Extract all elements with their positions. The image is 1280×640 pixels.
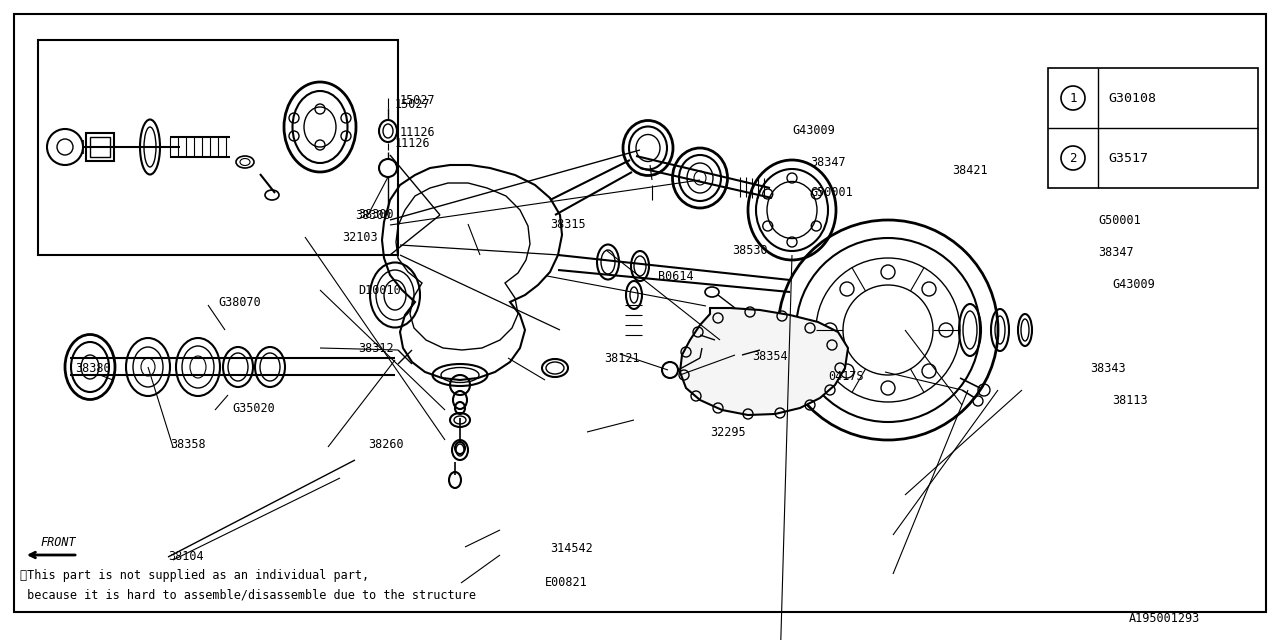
Text: ※This part is not supplied as an individual part,: ※This part is not supplied as an individ… [20, 568, 369, 582]
Text: B0614: B0614 [658, 269, 694, 282]
Text: 38347: 38347 [810, 156, 846, 168]
Text: 38312: 38312 [358, 342, 394, 355]
Bar [1048, 68, 1258, 188]
Text: G35020: G35020 [232, 401, 275, 415]
Text: 38358: 38358 [170, 438, 206, 451]
Bar [86, 133, 114, 161]
Text: 15027: 15027 [399, 93, 435, 106]
Text: 2: 2 [1069, 152, 1076, 164]
Text: 38121: 38121 [604, 351, 640, 365]
Text: 38104: 38104 [168, 550, 204, 563]
Text: 38260: 38260 [369, 438, 403, 451]
Text: 38347: 38347 [1098, 246, 1134, 259]
Text: 38113: 38113 [1112, 394, 1148, 406]
Text: 38315: 38315 [550, 218, 586, 230]
Bar [90, 137, 110, 157]
Text: FRONT: FRONT [40, 536, 76, 550]
Text: 38421: 38421 [952, 163, 988, 177]
Bar [38, 40, 398, 255]
Text: 38530: 38530 [732, 243, 768, 257]
Text: 38354: 38354 [753, 349, 787, 362]
Polygon shape [680, 308, 849, 415]
Text: D10010: D10010 [358, 284, 401, 296]
Text: 0417S: 0417S [828, 369, 864, 383]
Text: 38343: 38343 [1091, 362, 1125, 374]
Text: 1: 1 [1069, 92, 1076, 104]
Text: because it is hard to assemble/disassemble due to the structure: because it is hard to assemble/disassemb… [20, 589, 476, 602]
Text: G38070: G38070 [218, 296, 261, 308]
Text: 314542: 314542 [550, 541, 593, 554]
Text: 38300: 38300 [358, 207, 394, 221]
Text: G50001: G50001 [810, 186, 852, 198]
Text: 32295: 32295 [710, 426, 746, 438]
Text: 38300: 38300 [355, 209, 390, 221]
Text: 38380: 38380 [76, 362, 110, 374]
Text: 11126: 11126 [396, 136, 430, 150]
Text: A195001293: A195001293 [1129, 611, 1201, 625]
Text: 15027: 15027 [396, 97, 430, 111]
Text: G30108: G30108 [1108, 92, 1156, 104]
Text: G3517: G3517 [1108, 152, 1148, 164]
Text: G43009: G43009 [792, 124, 835, 136]
Text: G50001: G50001 [1098, 214, 1140, 227]
Text: G43009: G43009 [1112, 278, 1155, 291]
Text: 32103: 32103 [342, 230, 378, 243]
Text: E00821: E00821 [545, 575, 588, 589]
Text: 11126: 11126 [399, 125, 435, 138]
